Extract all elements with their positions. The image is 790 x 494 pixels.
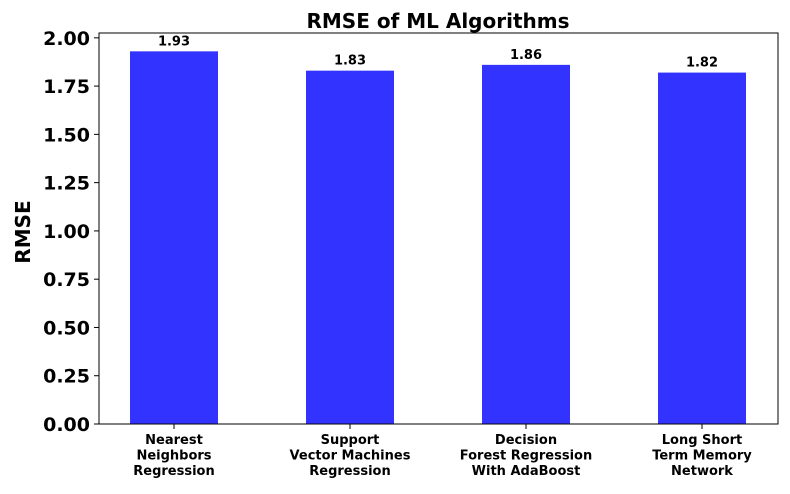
x-tick-label-2: Support Vector Machines Regression <box>290 433 411 479</box>
plot-frame <box>98 32 779 425</box>
bar-3 <box>482 64 570 425</box>
bar-4 <box>658 72 746 425</box>
data-label-2: 1.83 <box>334 54 366 69</box>
y-tick-label-1: 0.00 <box>43 414 90 436</box>
y-tick-label-6: 1.25 <box>43 173 90 195</box>
bar-2 <box>306 70 394 424</box>
y-tick-label-3: 0.50 <box>43 317 90 339</box>
data-label-1: 1.93 <box>158 34 190 49</box>
data-label-4: 1.82 <box>686 56 718 71</box>
y-tick-label-9: 2.00 <box>43 28 90 50</box>
bar-1 <box>130 51 218 425</box>
plot-area: 1.93 Nearest Neighbors Regression 1.83 Suppor… <box>43 28 779 479</box>
y-tick-label-4: 0.75 <box>43 269 90 291</box>
y-tick-label-2: 0.25 <box>43 366 90 388</box>
y-tick-label-8: 1.75 <box>43 76 90 98</box>
x-tick-label-1: Nearest Neighbors Regression <box>133 433 214 479</box>
y-tick-label-7: 1.50 <box>43 124 90 146</box>
data-label-3: 1.86 <box>510 48 542 63</box>
y-axis-label: RMSE <box>11 200 35 263</box>
y-tick-label-5: 1.00 <box>43 221 90 243</box>
x-tick-label-3: Decision Forest Regression With AdaBoost <box>460 433 592 479</box>
chart-title: RMSE of ML Algorithms <box>307 9 570 33</box>
x-tick-label-4: Long Short Term Memory Network <box>652 433 752 479</box>
